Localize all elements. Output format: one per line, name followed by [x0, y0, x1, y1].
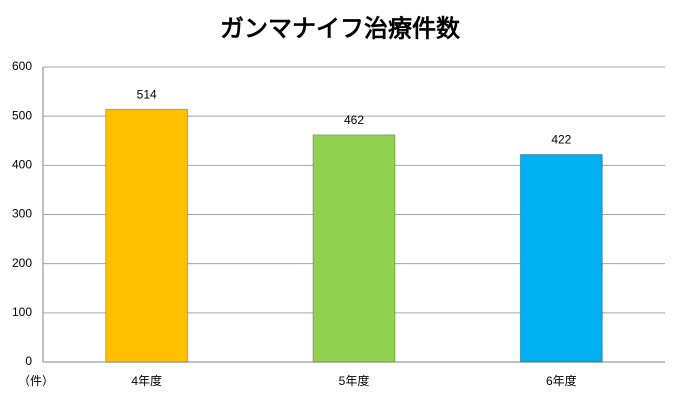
- x-tick-label: 5年度: [339, 373, 370, 388]
- unit-label: （件）: [18, 374, 54, 388]
- data-label: 462: [344, 113, 364, 127]
- data-label: 422: [551, 133, 571, 147]
- bar: [312, 134, 396, 363]
- y-tick-label: 300: [12, 207, 32, 221]
- x-tick-label: 6年度: [546, 373, 577, 388]
- y-tick-label: 500: [12, 108, 32, 122]
- y-tick-label: 600: [12, 59, 32, 73]
- x-tick-label: 4年度: [131, 373, 162, 388]
- y-tick-label: 100: [12, 305, 32, 319]
- bar: [105, 108, 189, 363]
- chart-title: ガンマナイフ治療件数: [220, 14, 461, 42]
- bar: [519, 154, 603, 363]
- y-tick-label: 0: [25, 354, 32, 368]
- data-label: 514: [137, 87, 157, 101]
- y-tick-label: 200: [12, 256, 32, 270]
- y-tick-label: 400: [12, 158, 32, 172]
